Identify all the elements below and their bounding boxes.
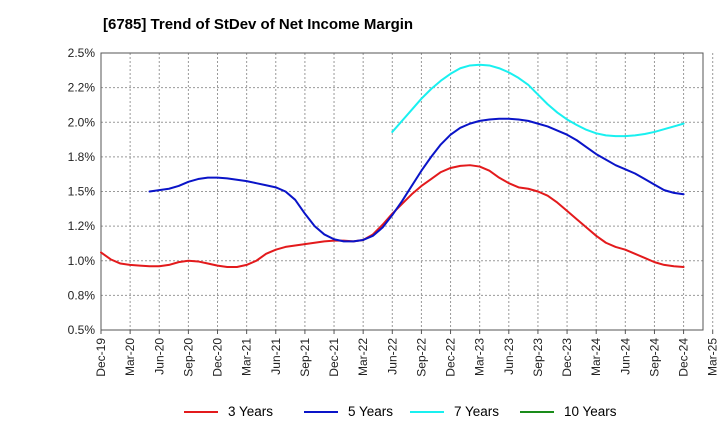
- legend-swatch: [410, 410, 444, 413]
- x-tick-label: Mar-25: [706, 338, 720, 376]
- y-tick-label: 2.5%: [68, 46, 96, 60]
- legend-item-10-years: 10 Years: [520, 404, 617, 419]
- y-tick-label: 0.5%: [68, 323, 96, 337]
- line-chart: 0.5% 0.8% 1.0% 1.2% 1.5% 1.8% 2.0% 2.2% 2.5% Dec-…: [68, 46, 720, 377]
- x-tick-label: Mar-20: [123, 338, 137, 376]
- y-tick-label: 2.2%: [68, 81, 96, 95]
- legend-label: 10 Years: [564, 404, 617, 419]
- y-tick-label: 0.8%: [68, 288, 96, 302]
- axes: 0.5% 0.8% 1.0% 1.2% 1.5% 1.8% 2.0% 2.2% 2.5% Dec-…: [68, 46, 720, 377]
- series-lines: [100, 63, 685, 268]
- legend-item-5-years: 5 Years: [304, 404, 393, 419]
- legend-swatch: [520, 410, 554, 413]
- x-tick-label: Sep-24: [647, 338, 661, 377]
- chart-title: [6785] Trend of StDev of Net Income Marg…: [103, 16, 414, 33]
- grid-lines: [100, 52, 714, 331]
- y-tick-label: 1.5%: [68, 185, 96, 199]
- x-tick-label: Dec-23: [560, 338, 574, 377]
- legend-swatch: [184, 410, 218, 413]
- x-tick-label: Dec-19: [94, 338, 108, 377]
- y-tick-label: 1.0%: [68, 254, 96, 268]
- legend-label: 3 Years: [228, 404, 274, 419]
- x-tick-label: Dec-20: [211, 338, 225, 377]
- x-tick-label: Sep-20: [181, 338, 195, 377]
- x-tick-label: Sep-23: [531, 338, 545, 377]
- x-tick-label: Sep-21: [298, 338, 312, 377]
- y-tick-label: 1.2%: [68, 219, 96, 233]
- x-tick-label: Jun-20: [152, 338, 166, 375]
- legend-label: 5 Years: [348, 404, 394, 419]
- x-tick-label: Sep-22: [414, 338, 428, 377]
- y-tick-label: 1.8%: [68, 150, 96, 164]
- x-tick-label: Jun-23: [502, 338, 516, 375]
- x-tick-label: Mar-23: [473, 338, 487, 376]
- x-tick-label: Dec-24: [677, 338, 691, 377]
- x-tick-label: Jun-21: [269, 338, 283, 375]
- legend-item-7-years: 7 Years: [410, 404, 499, 419]
- x-tick-label: Jun-22: [385, 338, 399, 375]
- x-tick-label: Dec-22: [444, 338, 458, 377]
- x-tick-label: Jun-24: [618, 338, 632, 375]
- legend-swatch: [304, 410, 338, 413]
- x-tick-label: Mar-21: [240, 338, 254, 376]
- series-line-5-years: [148, 117, 685, 243]
- legend-item-3-years: 3 Years: [184, 404, 273, 419]
- plot-area: [100, 52, 704, 331]
- x-tick-label: Mar-22: [356, 338, 370, 376]
- legend: 3 Years 5 Years 7 Years 10 Years: [0, 404, 720, 424]
- x-tick-label: Dec-21: [327, 338, 341, 377]
- y-tick-label: 2.0%: [68, 115, 96, 129]
- series-line-7-years: [391, 63, 685, 138]
- x-tick-label: Mar-24: [589, 338, 603, 376]
- legend-label: 7 Years: [454, 404, 500, 419]
